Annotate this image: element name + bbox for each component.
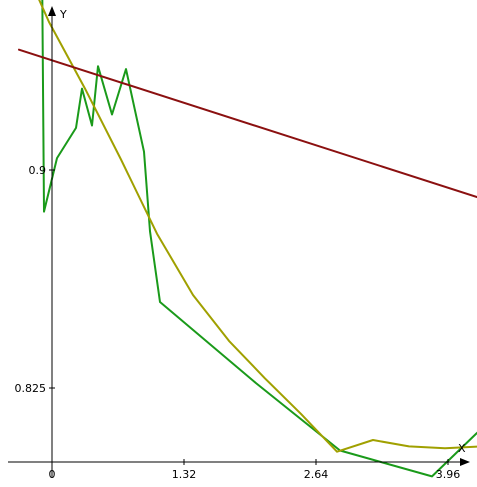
y-axis-label: Y <box>59 8 67 21</box>
x-tick-label: 3.96 <box>436 468 461 481</box>
y-tick-label: 0.9 <box>29 164 47 177</box>
y-axis-arrow-icon <box>48 6 56 16</box>
series-line-3 <box>18 48 477 199</box>
series-line-1 <box>41 0 477 478</box>
y-tick-label: 0.825 <box>15 382 47 395</box>
x-tick-label: 1.32 <box>172 468 197 481</box>
x-axis-label: X <box>458 442 466 455</box>
series-line-2 <box>38 0 477 453</box>
x-tick-label: 2.64 <box>304 468 329 481</box>
x-tick-label: 0 <box>49 468 56 481</box>
series-layer <box>18 0 477 478</box>
x-axis-arrow-icon <box>460 458 470 466</box>
axes: X Y <box>8 6 470 478</box>
